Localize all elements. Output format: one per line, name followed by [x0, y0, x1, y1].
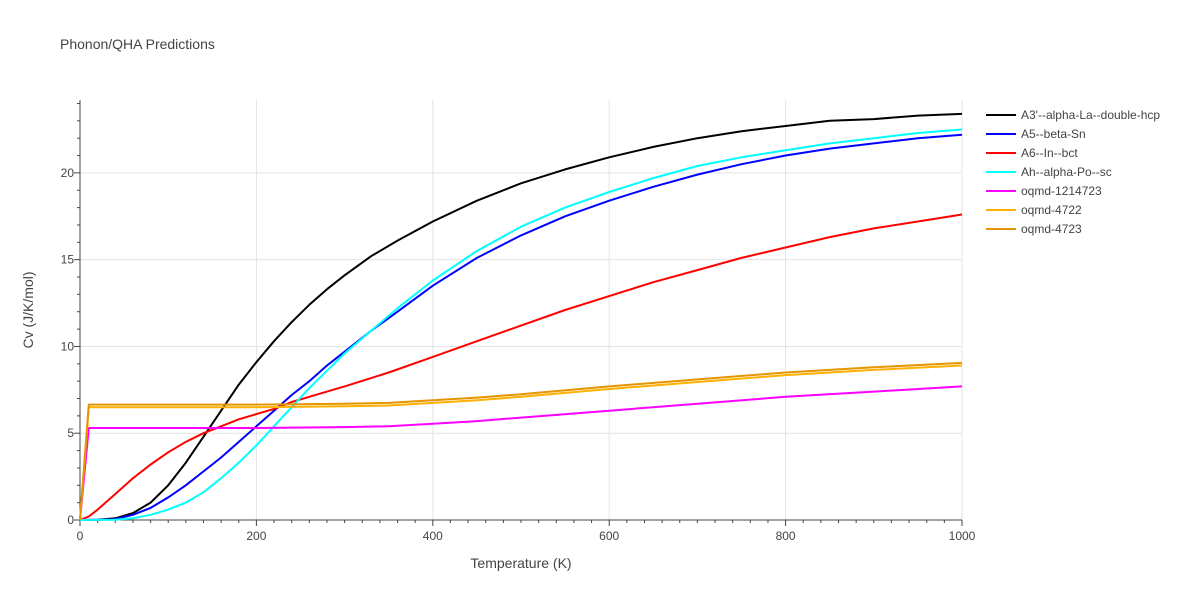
legend-label: oqmd-1214723 — [1021, 184, 1102, 198]
series-line-5 — [79, 364, 963, 521]
y-axis-title: Cv (J/K/mol) — [20, 272, 36, 349]
legend-label: A5--beta-Sn — [1021, 127, 1086, 141]
legend-label: oqmd-4722 — [1021, 203, 1082, 217]
x-tick-label: 0 — [77, 529, 84, 543]
series-line-4 — [79, 385, 963, 521]
x-tick-label: 800 — [776, 529, 796, 543]
series-line-0 — [79, 112, 963, 521]
series-line-6 — [79, 361, 963, 521]
series-line-3 — [79, 128, 963, 521]
y-tick-label: 20 — [61, 166, 75, 180]
legend-label: A6--In--bct — [1021, 146, 1078, 160]
legend: A3'--alpha-La--double-hcp A5--beta-Sn A6--… — [986, 108, 1160, 236]
chart-title: Phonon/QHA Predictions — [60, 36, 215, 52]
plot-lines — [79, 112, 963, 521]
y-tick-label: 10 — [61, 339, 75, 353]
legend-label: A3'--alpha-La--double-hcp — [1021, 108, 1160, 122]
y-tick-label: 0 — [67, 513, 74, 527]
tick-labels: 0 200 400 600 800 1000 0 5 10 15 20 — [61, 166, 976, 543]
legend-label: Ah--alpha-Po--sc — [1021, 165, 1112, 179]
y-tick-label: 5 — [67, 426, 74, 440]
grid — [80, 100, 963, 520]
x-tick-label: 600 — [599, 529, 619, 543]
y-tick-label: 15 — [61, 253, 75, 267]
x-axis-title: Temperature (K) — [470, 555, 571, 571]
series-line-2 — [79, 213, 963, 521]
series-line-1 — [79, 133, 963, 521]
x-tick-label: 200 — [246, 529, 266, 543]
axes — [74, 100, 963, 526]
legend-label: oqmd-4723 — [1021, 222, 1082, 236]
x-tick-label: 400 — [423, 529, 443, 543]
x-tick-label: 1000 — [949, 529, 976, 543]
